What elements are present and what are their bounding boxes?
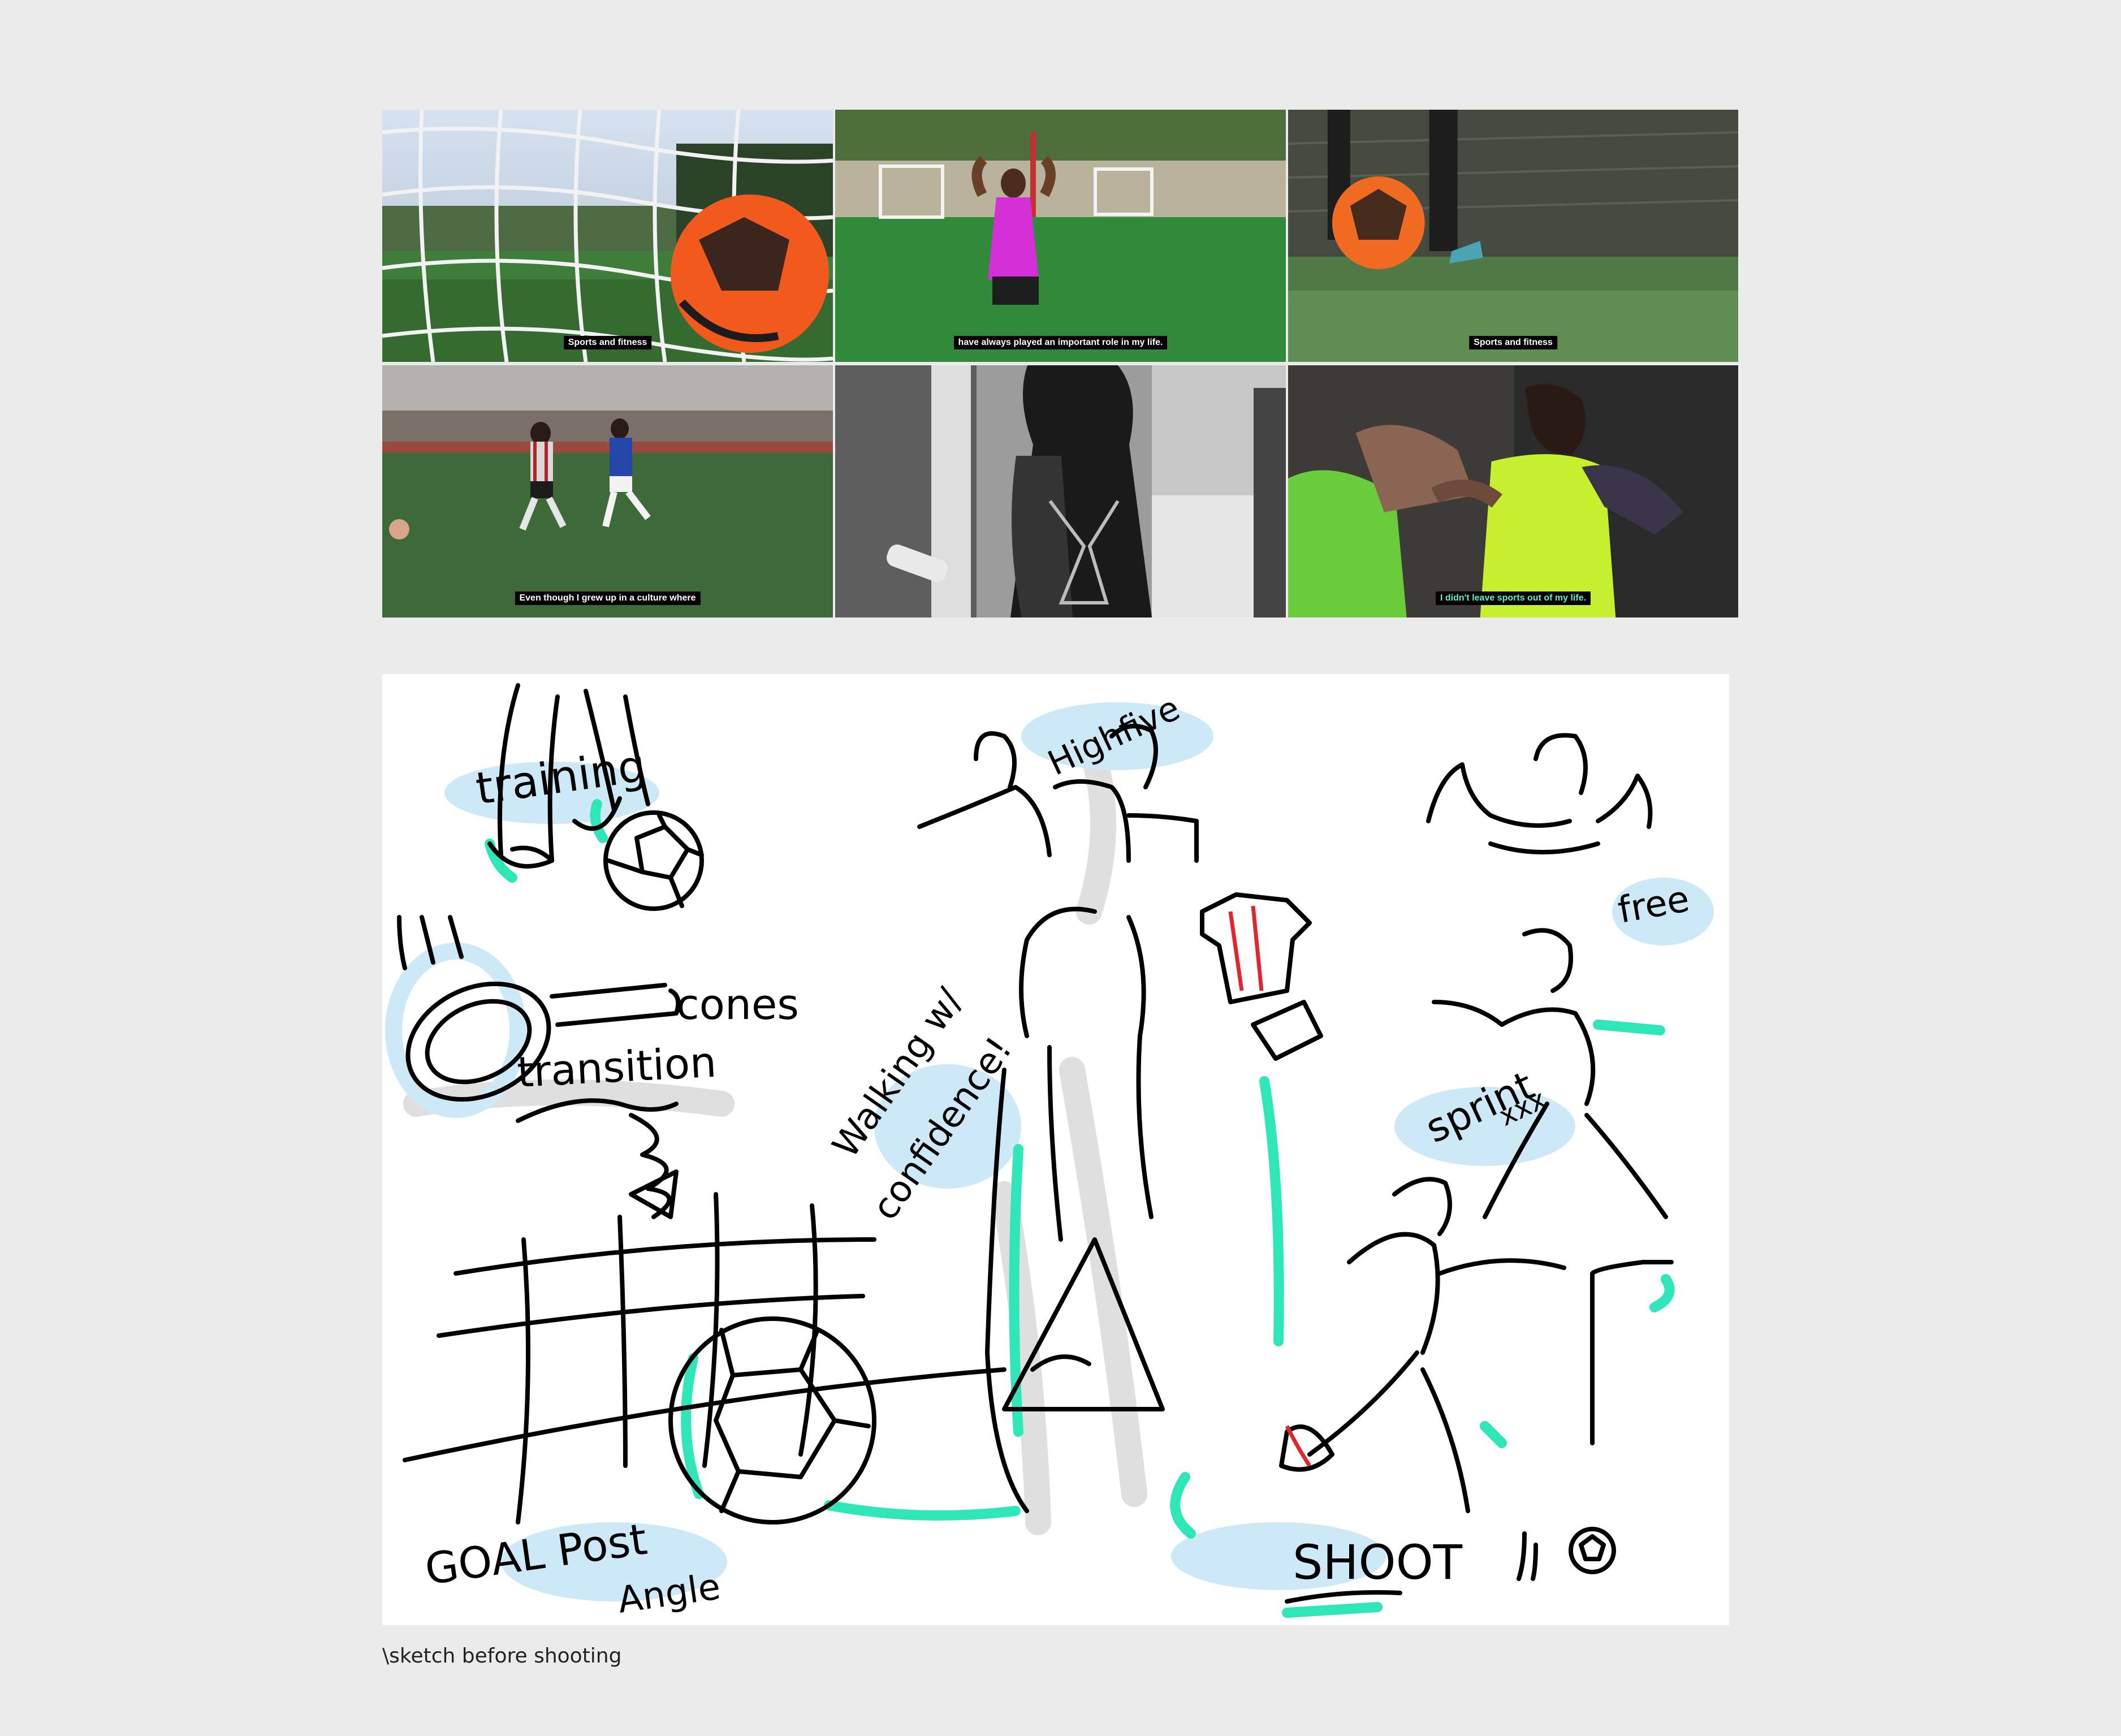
storyboard-sketch: training cones transition Highfive free … bbox=[382, 674, 1729, 1625]
frame-walking-bw bbox=[835, 365, 1286, 617]
frame-ball-on-turf: Sports and fitness bbox=[1288, 110, 1738, 362]
frame-high-five: I didn't leave sports out of my life. bbox=[1288, 365, 1738, 617]
sketch-label-transition: transition bbox=[516, 1038, 718, 1097]
sketch-ink bbox=[397, 683, 1674, 1604]
walking-bw-photo bbox=[835, 365, 1286, 617]
ball-on-turf-photo bbox=[1288, 110, 1738, 362]
sketch-ball-goal bbox=[668, 1316, 876, 1525]
frame-players-running: Even though I grew up in a culture where bbox=[382, 365, 833, 617]
sketch-drawing: training cones transition Highfive free … bbox=[385, 683, 1714, 1622]
high-five-photo bbox=[1288, 365, 1738, 617]
sketch-label-shoot: SHOOT bbox=[1293, 1535, 1463, 1590]
woman-flexing-photo bbox=[835, 110, 1286, 362]
sketch-shadows bbox=[403, 729, 1147, 1535]
sketch-green-highlights bbox=[485, 799, 1675, 1618]
sketch-red-accents bbox=[1228, 905, 1311, 1467]
frame-subtitle: have always played an important role in … bbox=[953, 336, 1168, 349]
sketch-ball-small bbox=[1569, 1527, 1616, 1574]
sketch-label-cones: cones bbox=[676, 981, 799, 1029]
goal-net-ball-photo bbox=[382, 110, 833, 362]
frame-subtitle: Even though I grew up in a culture where bbox=[515, 591, 701, 605]
frame-subtitle: I didn't leave sports out of my life. bbox=[1435, 591, 1591, 605]
frame-subtitle: Sports and fitness bbox=[563, 336, 652, 349]
frame-subtitle: Sports and fitness bbox=[1469, 336, 1557, 349]
sketch-blue-highlights bbox=[385, 702, 1714, 1601]
sketch-caption: \sketch before shooting bbox=[382, 1644, 622, 1668]
players-running-photo bbox=[382, 365, 833, 617]
storyboard-frame-grid: Sports and fitness have always played an… bbox=[382, 110, 1738, 617]
sketch-ball-training bbox=[603, 810, 704, 911]
sketch-jersey bbox=[1200, 892, 1312, 1004]
frame-woman-flexing: have always played an important role in … bbox=[835, 110, 1286, 362]
frame-goal-net-ball: Sports and fitness bbox=[382, 110, 833, 362]
